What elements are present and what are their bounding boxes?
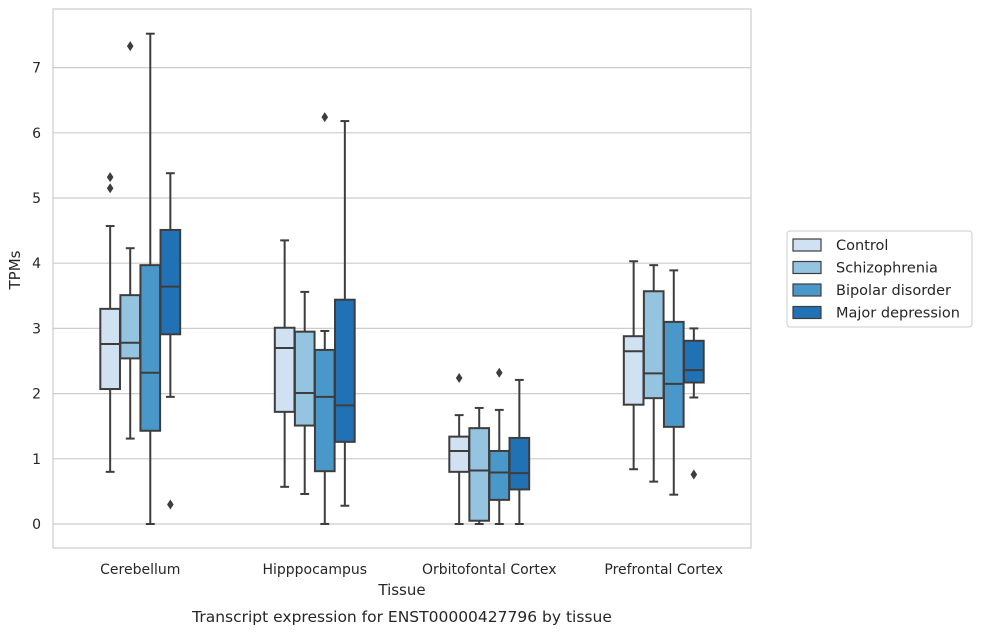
y-tick-label: 1: [32, 452, 41, 468]
box: [448, 435, 470, 473]
legend-label: Schizophrenia: [836, 261, 938, 277]
legend-item: Control: [792, 238, 888, 254]
legend-swatch: [792, 238, 822, 252]
series-schizophrenia: [119, 41, 665, 525]
legend-item: Major depression: [792, 305, 960, 322]
outlier-point: [495, 367, 503, 378]
x-axis-ticks: Cerebellum Hipppocampus Orbitofontal Corte…: [100, 562, 723, 578]
outlier-point: [106, 172, 114, 183]
box: [622, 335, 645, 406]
series-major-depression: [159, 120, 705, 525]
legend-label: Control: [836, 238, 888, 254]
legend-item: Bipolar disorder: [792, 283, 951, 299]
y-axis-ticks: 0 1 2 3 4 5 6 7: [32, 61, 41, 533]
box: [662, 320, 685, 428]
box-plot-series: [99, 32, 705, 525]
x-tick-label: Cerebellum: [100, 562, 180, 578]
box: [683, 339, 705, 384]
legend-frame: [786, 230, 973, 328]
outlier-point: [167, 499, 174, 510]
y-tick-label: 0: [32, 517, 41, 533]
legend: Control Schizophrenia Bipolar disorder Majo…: [786, 230, 973, 328]
chart-caption: Transcript expression for ENST0000042779…: [191, 608, 612, 626]
y-tick-label: 4: [32, 256, 41, 272]
box: [273, 326, 296, 413]
y-tick-label: 7: [32, 61, 41, 77]
outlier-point: [455, 372, 463, 383]
y-axis-title: TPMs: [6, 250, 24, 290]
box: [334, 298, 356, 443]
box: [508, 436, 531, 491]
legend-swatch: [792, 305, 822, 320]
box: [159, 228, 182, 336]
y-tick-label: 3: [32, 321, 41, 337]
x-tick-label: Prefrontal Cortex: [604, 562, 723, 578]
box: [99, 307, 121, 391]
box: [139, 264, 162, 432]
series-control: [99, 172, 645, 525]
y-tick-label: 6: [32, 126, 41, 142]
x-tick-label: Orbitofontal Cortex: [422, 562, 557, 578]
legend-label: Major depression: [836, 306, 960, 322]
series-bipolar-disorder: [139, 32, 685, 525]
y-tick-label: 2: [32, 387, 41, 403]
x-axis-title: Tissue: [377, 581, 425, 599]
box: [642, 290, 665, 400]
outlier-point: [321, 112, 329, 123]
legend-label: Bipolar disorder: [836, 283, 951, 299]
box: [293, 330, 316, 427]
outlier-point: [106, 183, 114, 194]
box: [488, 449, 511, 501]
y-tick-label: 5: [32, 191, 41, 207]
box: [119, 294, 142, 360]
plot-area-frame: [52, 8, 752, 549]
legend-swatch: [792, 260, 822, 275]
legend-item: Schizophrenia: [792, 260, 938, 277]
x-tick-label: Hipppocampus: [262, 562, 367, 578]
box: [468, 427, 491, 522]
outlier-point: [690, 469, 698, 480]
legend-swatch: [792, 283, 822, 297]
box: [313, 348, 336, 473]
outlier-point: [126, 41, 134, 52]
